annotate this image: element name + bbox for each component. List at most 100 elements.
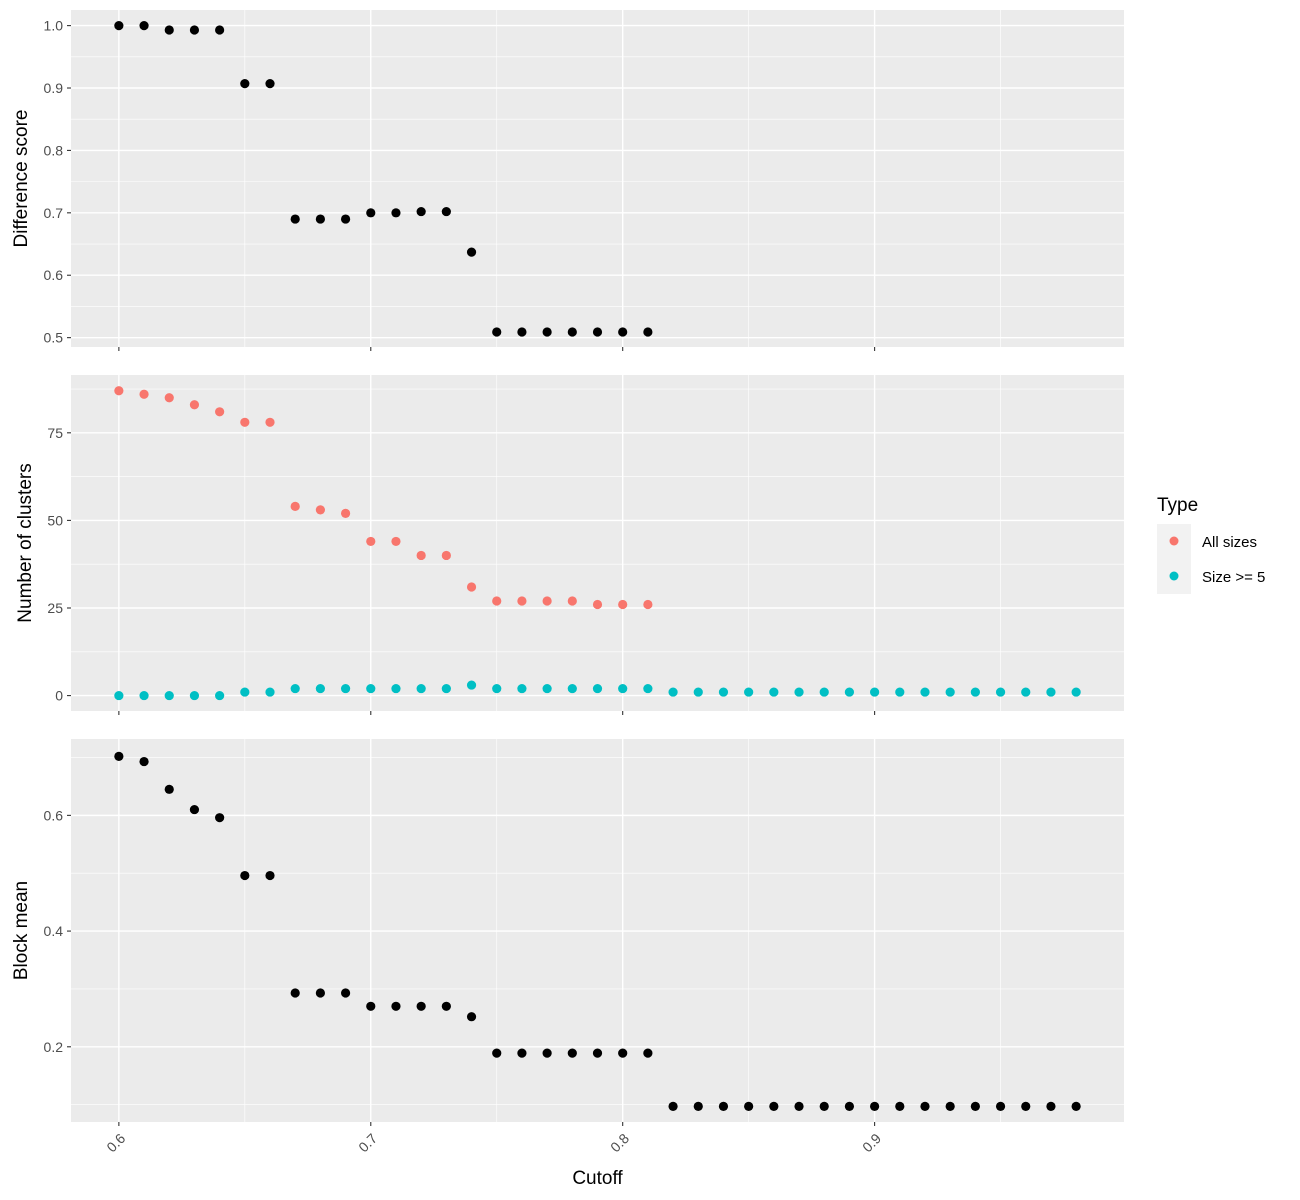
data-point (567, 1048, 577, 1058)
data-point (592, 327, 603, 337)
data-point (1021, 1101, 1031, 1111)
data-point (240, 687, 250, 697)
data-point (189, 400, 200, 410)
data-point (366, 1001, 376, 1011)
data-point (114, 386, 124, 396)
data-point (592, 599, 603, 610)
data-point (920, 687, 930, 697)
data-point (794, 687, 804, 697)
data-point (290, 501, 300, 511)
data-point (290, 988, 300, 998)
legend-key-size-5 (1169, 571, 1179, 581)
data-point (164, 393, 174, 403)
legend-label-size-5: Size >= 5 (1202, 569, 1265, 586)
y-axis-title: Difference score (11, 110, 32, 248)
y-tick-label: 0.2 (44, 1039, 64, 1055)
data-point (492, 1048, 502, 1058)
x-ticks (118, 711, 876, 715)
data-point (315, 683, 325, 694)
data-point (189, 25, 200, 35)
legend: Type All sizes Size >= 5 (1157, 495, 1265, 594)
data-points (114, 21, 653, 337)
data-point (366, 208, 376, 218)
data-point (744, 687, 754, 697)
data-point (643, 683, 653, 694)
data-point (618, 327, 628, 337)
data-point (315, 988, 325, 998)
data-point (315, 505, 325, 515)
data-point (542, 1048, 552, 1058)
data-point (164, 784, 174, 794)
y-ticks: 0 25 50 75 (47, 425, 71, 704)
data-point (970, 687, 980, 697)
data-point (114, 751, 124, 761)
data-point (517, 596, 527, 606)
data-point (492, 683, 502, 694)
data-point (492, 327, 502, 337)
data-point (114, 21, 124, 31)
data-point (164, 690, 174, 701)
data-point (492, 596, 502, 606)
data-points (114, 386, 1081, 701)
y-tick-label: 0.4 (44, 923, 64, 939)
data-point (265, 870, 275, 881)
data-point (290, 683, 300, 694)
data-point (416, 206, 426, 217)
data-point (215, 690, 225, 701)
data-point (567, 596, 577, 606)
grid (71, 10, 1124, 347)
data-point (189, 690, 200, 701)
data-point (517, 683, 527, 694)
data-point (1046, 687, 1056, 697)
data-point (870, 687, 880, 697)
block-mean-panel: 0.20.40.6 0.6 0.7 0.8 0.9 Block mean (11, 739, 1124, 1155)
data-point (542, 596, 552, 606)
y-tick-label: 25 (47, 600, 63, 616)
data-point (391, 1001, 401, 1011)
data-point (240, 79, 250, 89)
y-tick-label: 0.6 (44, 267, 64, 283)
data-point (618, 599, 628, 610)
y-axis-title: Block mean (11, 881, 32, 980)
data-point (139, 756, 149, 767)
data-point (391, 208, 401, 218)
data-point (1071, 1101, 1081, 1111)
data-point (441, 1001, 451, 1011)
data-points (114, 751, 1081, 1111)
data-point (340, 508, 351, 518)
data-point (416, 683, 426, 694)
data-point (718, 1101, 729, 1111)
data-point (340, 683, 351, 694)
y-tick-label: 0.6 (44, 807, 64, 823)
data-point (441, 550, 451, 561)
data-point (517, 1048, 527, 1058)
data-point (542, 683, 552, 694)
data-point (416, 1001, 426, 1011)
data-point (391, 683, 401, 694)
data-point (1071, 687, 1081, 697)
data-point (114, 690, 124, 701)
data-point (215, 407, 225, 417)
y-ticks: 0.2 0.4 0.6 (44, 807, 71, 1055)
data-point (819, 687, 829, 697)
data-point (744, 1101, 754, 1111)
data-point (567, 683, 577, 694)
data-point (668, 1101, 678, 1111)
legend-key-background (1157, 524, 1191, 594)
y-axis-title: Number of clusters (15, 463, 36, 622)
data-point (340, 988, 351, 998)
x-axis-title: Cutoff (572, 1168, 623, 1189)
y-tick-label: 0.7 (44, 205, 64, 221)
data-point (945, 687, 955, 697)
data-point (466, 680, 477, 690)
data-point (517, 327, 527, 337)
y-tick-label: 0.9 (44, 80, 64, 96)
data-point (819, 1101, 829, 1111)
data-point (870, 1101, 880, 1111)
y-ticks: 0.5 0.6 0.7 0.8 0.9 1.0 (44, 18, 71, 346)
data-point (290, 214, 300, 224)
data-point (718, 687, 729, 697)
data-point (995, 687, 1006, 697)
data-point (769, 687, 779, 697)
